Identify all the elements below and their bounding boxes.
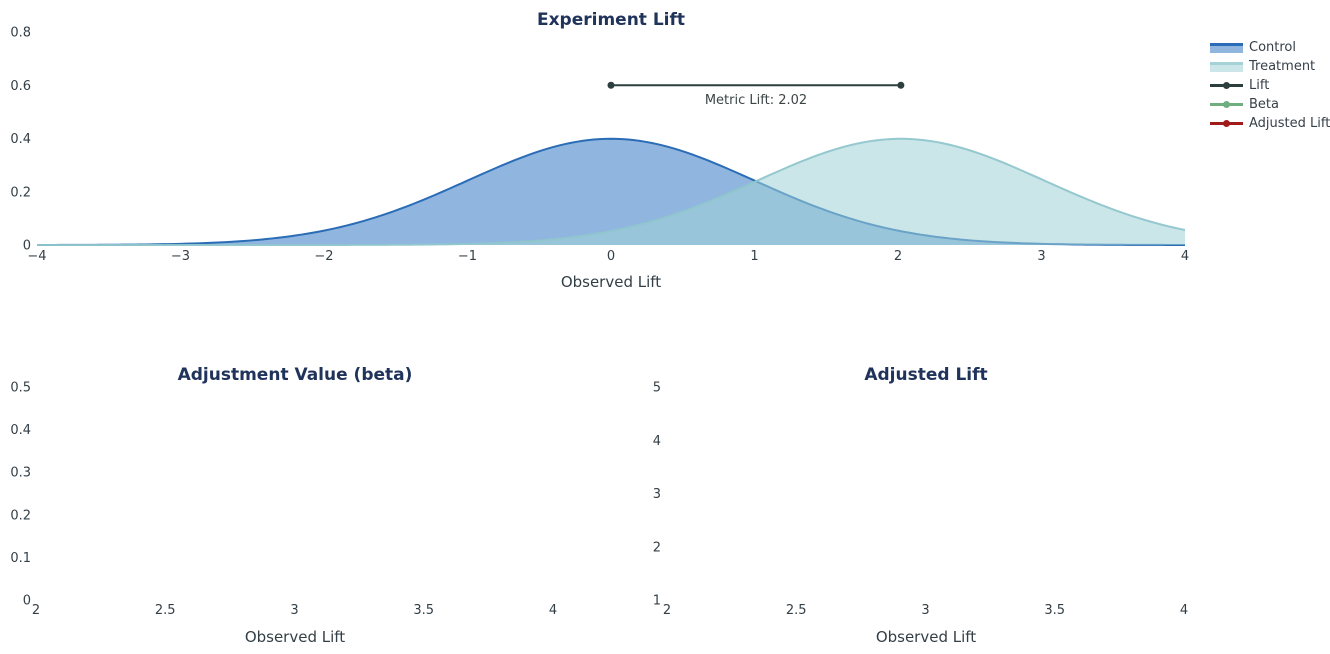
legend: Control Treatment Lift Beta Adjusted Lif… (1210, 38, 1330, 133)
legend-label-lift: Lift (1249, 78, 1270, 93)
y-tick-label: 2 (653, 540, 661, 555)
control-area-swatch-icon (1210, 42, 1243, 53)
x-tick-label: −2 (314, 249, 333, 264)
y-tick-label: 0 (23, 594, 31, 609)
legend-item-adjusted-lift[interactable]: Adjusted Lift (1210, 114, 1330, 133)
y-tick-label: 0.2 (10, 185, 31, 200)
x-tick-label: 3.5 (413, 603, 434, 618)
legend-item-beta[interactable]: Beta (1210, 95, 1330, 114)
legend-label-control: Control (1249, 40, 1296, 55)
adjusted-lift-y-ticks: 1 2 3 4 5 (653, 381, 661, 609)
y-tick-label: 0.6 (10, 79, 31, 94)
x-tick-label: 2 (894, 249, 902, 264)
experiment-lift-plot-area[interactable] (37, 25, 1185, 245)
adjusted-lift-plot-area[interactable] (667, 387, 1184, 600)
x-tick-label: −4 (27, 249, 46, 264)
adjusted-lift-title: Adjusted Lift (864, 365, 987, 385)
y-tick-label: 0.3 (10, 466, 31, 481)
legend-label-beta: Beta (1249, 97, 1279, 112)
legend-item-lift[interactable]: Lift (1210, 76, 1330, 95)
x-tick-label: 3.5 (1044, 603, 1065, 618)
legend-label-treatment: Treatment (1249, 59, 1316, 74)
x-tick-label: 3 (290, 603, 298, 618)
x-tick-label: −1 (458, 249, 477, 264)
adjusted-lift-xaxis-label: Observed Lift (876, 628, 976, 646)
experiment-lift-x-ticks: −4 −3 −2 −1 0 1 2 3 4 (27, 249, 1189, 264)
y-tick-label: 0.1 (10, 551, 31, 566)
treatment-curve-line (37, 137, 1186, 246)
experiment-lift-xaxis-label: Observed Lift (561, 273, 661, 291)
experiment-lift-y-ticks: 0 0.2 0.4 0.6 0.8 (10, 26, 31, 254)
x-tick-label: 3 (1037, 249, 1045, 264)
adjustment-beta-xaxis-label: Observed Lift (245, 628, 345, 646)
x-tick-label: 2.5 (786, 603, 807, 618)
control-area (37, 138, 1185, 245)
x-tick-label: 1 (750, 249, 758, 264)
x-tick-label: 3 (921, 603, 929, 618)
y-tick-label: 0 (23, 239, 31, 254)
metric-lift-annotation-label: Metric Lift: 2.02 (705, 93, 807, 108)
adjustment-beta-plot-area[interactable] (36, 387, 553, 600)
x-tick-label: 2 (663, 603, 671, 618)
treatment-area-swatch-icon (1210, 61, 1243, 72)
y-tick-label: 0.4 (10, 132, 31, 147)
adjustment-beta-chart: 2 2.5 3 3.5 4 0 0.1 0.2 0.3 0.4 0.5 Adjustment Va… (10, 365, 557, 646)
x-tick-label: 4 (1181, 249, 1189, 264)
x-tick-label: 2.5 (155, 603, 176, 618)
adjusted-lift-x-ticks: 2 2.5 3 3.5 4 (663, 603, 1188, 618)
adjustment-beta-y-ticks: 0 0.1 0.2 0.3 0.4 0.5 (10, 381, 31, 609)
x-tick-label: 4 (549, 603, 557, 618)
y-tick-label: 1 (653, 594, 661, 609)
y-tick-label: 0.2 (10, 508, 31, 523)
y-tick-label: 0.4 (10, 423, 31, 438)
adjustment-beta-x-ticks: 2 2.5 3 3.5 4 (32, 603, 557, 618)
lift-marker-start (607, 81, 615, 89)
metric-lift-annotation (607, 81, 905, 89)
lift-marker-end (897, 81, 905, 89)
treatment-area (37, 138, 1185, 245)
x-tick-label: 4 (1180, 603, 1188, 618)
beta-line-swatch-icon (1210, 98, 1243, 111)
legend-item-treatment[interactable]: Treatment (1210, 57, 1330, 76)
x-tick-label: 2 (32, 603, 40, 618)
adjustment-beta-title: Adjustment Value (beta) (178, 365, 413, 385)
x-tick-label: −3 (171, 249, 190, 264)
y-tick-label: 0.8 (10, 26, 31, 41)
legend-label-adjusted-lift: Adjusted Lift (1249, 116, 1330, 131)
legend-item-control[interactable]: Control (1210, 38, 1330, 57)
x-tick-label: 0 (607, 249, 615, 264)
y-tick-label: 0.5 (10, 381, 31, 396)
adjusted-lift-line-swatch-icon (1210, 117, 1243, 130)
y-tick-label: 3 (653, 487, 661, 502)
experiment-lift-series (37, 137, 1186, 246)
lift-line-swatch-icon (1210, 79, 1243, 92)
y-tick-label: 4 (653, 434, 661, 449)
y-tick-label: 5 (653, 381, 661, 396)
experiment-lift-title: Experiment Lift (537, 10, 685, 30)
